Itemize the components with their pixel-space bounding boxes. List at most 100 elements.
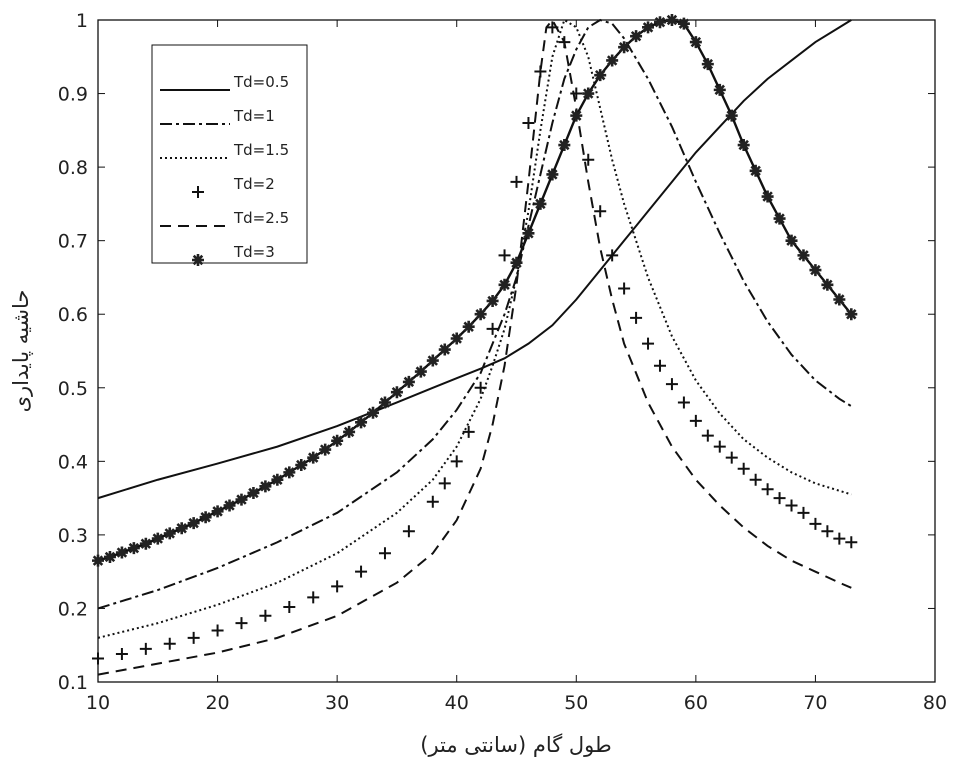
data-point [199,511,212,524]
data-point [534,197,547,210]
data-point [259,609,272,622]
x-tick-label: 50 [564,692,588,714]
x-tick-label: 30 [325,692,349,714]
legend-label: Td=2.5 [233,209,289,227]
data-point [606,54,619,67]
data-point [773,212,786,225]
y-tick-label: 0.3 [58,525,88,547]
data-point [833,532,846,545]
series-line [97,18,852,639]
data-point [259,480,272,493]
data-point [809,517,822,530]
data-point [582,153,595,166]
data-point [594,69,607,82]
data-point [833,293,846,306]
data-point [355,565,368,578]
data-point [642,21,655,34]
data-point [845,308,858,321]
data-point [307,591,320,604]
data-point [283,466,296,479]
data-point [486,322,499,335]
data-point [845,536,858,549]
data-point [450,455,463,468]
data-point [809,264,822,277]
x-axis-title: طول گام (سانتی متر) [420,733,611,757]
legend-entry: Td=1.5 [160,141,289,159]
data-point [737,462,750,475]
data-point [103,550,116,563]
data-point [522,116,535,129]
legend-label: Td=3 [233,243,275,261]
y-tick-label: 0.9 [58,84,88,106]
data-point [725,109,738,122]
data-point [725,451,738,464]
data-point [498,249,511,262]
series-td-3 [92,14,858,567]
data-point [486,294,499,307]
data-point [163,637,176,650]
data-point [749,164,762,177]
data-point [642,337,655,350]
data-point [677,17,690,30]
data-point [426,354,439,367]
data-point [115,648,128,661]
series-td-1-5 [97,18,852,639]
y-tick-label: 0.8 [58,157,88,179]
data-point [247,486,260,499]
x-tick-label: 60 [684,692,708,714]
legend-entry: Td=1 [160,107,275,125]
data-point [689,36,702,49]
data-point [367,406,380,419]
data-point [187,517,200,530]
x-tick-label: 10 [86,692,110,714]
series-line [97,18,852,610]
data-point [438,477,451,490]
legend-marker [192,254,204,266]
y-tick-label: 0.1 [58,672,88,694]
data-point [235,617,248,630]
data-point [163,527,176,540]
data-point [283,600,296,613]
data-point [821,278,834,291]
legend-entry: Td=2.5 [160,209,289,227]
data-point [378,396,391,409]
data-point [474,381,487,394]
data-point [139,537,152,550]
legend-entry: Td=0.5 [160,73,289,91]
data-point [462,320,475,333]
legend-label: Td=1 [233,107,275,125]
data-point [378,547,391,560]
data-point [594,205,607,218]
legend-box [151,44,308,264]
data-point [343,425,356,438]
data-point [151,532,164,545]
data-point [785,499,798,512]
data-point [331,580,344,593]
data-point [139,642,152,655]
data-point [462,425,475,438]
data-point [510,256,523,269]
y-tick-label: 0.2 [58,598,88,620]
series-td-0-5 [97,19,852,500]
data-point [355,416,368,429]
data-point [630,30,643,43]
x-tick-label: 70 [803,692,827,714]
data-point [211,624,224,637]
data-point [653,359,666,372]
y-axis-title: حاشیه پایداری [9,290,33,413]
data-point [235,493,248,506]
series-line [97,18,853,562]
data-point [761,483,774,496]
data-point [127,542,140,555]
series-td-1 [97,18,852,610]
data-point [618,41,631,54]
legend-marker [192,186,204,198]
x-tick-label: 40 [445,692,469,714]
data-point [701,58,714,71]
data-point [402,375,415,388]
data-point [785,234,798,247]
data-point [271,473,284,486]
y-tick-label: 0.7 [58,231,88,253]
data-point [319,443,332,456]
